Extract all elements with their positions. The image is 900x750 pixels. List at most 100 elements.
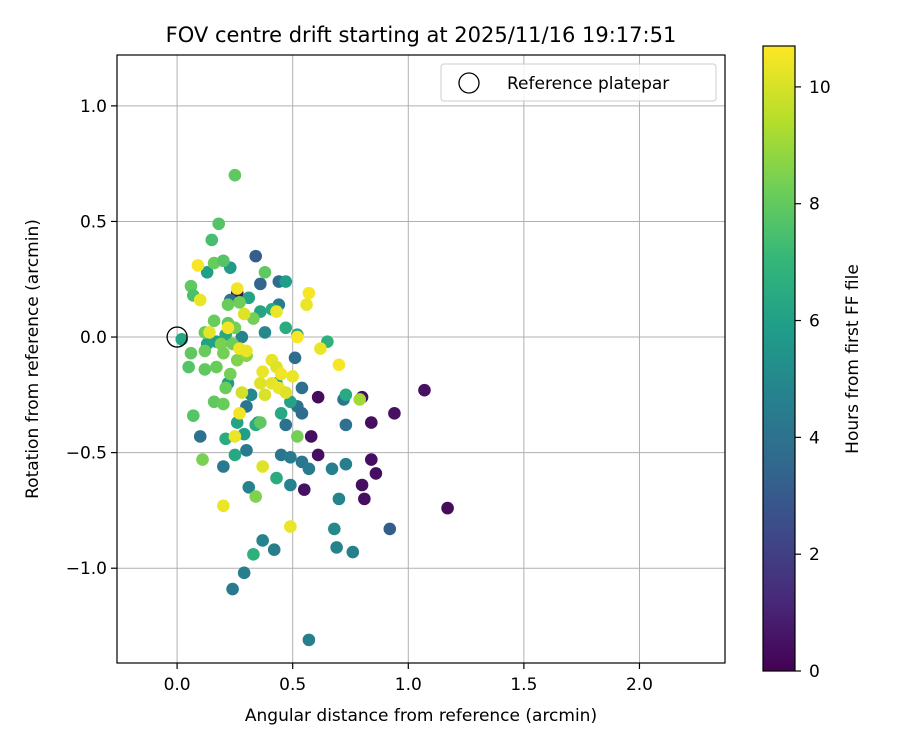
x-tick-label: 0.0 bbox=[164, 675, 191, 695]
data-point bbox=[270, 305, 283, 318]
data-point bbox=[228, 448, 242, 462]
data-point bbox=[332, 358, 346, 372]
data-point bbox=[314, 342, 327, 355]
data-point bbox=[233, 296, 246, 309]
y-axis-label: Rotation from reference (arcmin) bbox=[23, 219, 43, 499]
data-point bbox=[219, 381, 232, 395]
data-point bbox=[339, 418, 353, 432]
legend-marker-icon bbox=[458, 72, 480, 94]
data-point bbox=[258, 266, 272, 279]
data-point bbox=[175, 333, 189, 346]
data-point bbox=[295, 381, 309, 395]
data-point bbox=[441, 501, 454, 515]
data-point bbox=[302, 286, 316, 300]
plot-frame bbox=[116, 54, 726, 664]
y-axis-ticks: 1.0 0.5 0.0 −0.5 −1.0 bbox=[66, 97, 117, 579]
data-point bbox=[254, 277, 267, 291]
data-point bbox=[198, 344, 212, 358]
data-point bbox=[302, 633, 316, 647]
data-point bbox=[217, 499, 230, 513]
data-point bbox=[284, 450, 297, 464]
legend: Reference platepar bbox=[440, 63, 717, 102]
data-point bbox=[235, 330, 249, 344]
data-point bbox=[217, 346, 230, 360]
data-point bbox=[418, 383, 431, 397]
data-point bbox=[226, 582, 239, 596]
data-point bbox=[228, 168, 242, 182]
data-point bbox=[256, 365, 269, 379]
x-tick-label: 1.5 bbox=[510, 675, 537, 695]
colorbar-tick-label: 2 bbox=[809, 545, 820, 565]
x-tick-label: 2.0 bbox=[626, 675, 653, 695]
data-point bbox=[286, 370, 299, 383]
chart-title: FOV centre drift starting at 2025/11/16 … bbox=[166, 23, 677, 47]
data-point bbox=[200, 266, 214, 279]
legend-entry-reference: Reference platepar bbox=[507, 74, 669, 94]
colorbar-tick-label: 6 bbox=[809, 312, 820, 332]
y-tick-label: −1.0 bbox=[66, 559, 107, 579]
data-point bbox=[230, 282, 244, 295]
data-point bbox=[279, 275, 293, 288]
data-point bbox=[254, 376, 267, 390]
data-point bbox=[249, 490, 263, 503]
data-point bbox=[302, 462, 316, 476]
legend-box bbox=[440, 63, 717, 102]
y-tick-label: 0.5 bbox=[80, 212, 107, 232]
data-point bbox=[291, 430, 304, 443]
x-axis-label: Angular distance from reference (arcmin) bbox=[245, 706, 597, 726]
data-point bbox=[300, 298, 313, 311]
data-point bbox=[297, 483, 311, 496]
data-point bbox=[364, 416, 378, 429]
data-point bbox=[196, 453, 209, 466]
scatter-points bbox=[175, 168, 454, 647]
data-point bbox=[369, 467, 383, 480]
data-point bbox=[311, 390, 325, 404]
data-point bbox=[358, 492, 371, 506]
data-point bbox=[186, 409, 200, 422]
colorbar-gradient bbox=[763, 46, 795, 671]
data-point bbox=[295, 407, 309, 420]
data-point bbox=[193, 293, 207, 307]
data-point bbox=[288, 351, 302, 365]
data-point bbox=[291, 330, 304, 344]
colorbar-label: Hours from first FF file bbox=[843, 264, 863, 454]
data-point bbox=[328, 522, 341, 536]
colorbar-frame bbox=[762, 45, 796, 672]
data-point bbox=[325, 462, 339, 476]
data-point bbox=[217, 254, 230, 268]
data-point bbox=[346, 545, 360, 559]
data-point bbox=[267, 543, 281, 557]
data-point bbox=[247, 548, 260, 561]
data-point bbox=[237, 566, 251, 580]
data-point bbox=[383, 522, 397, 536]
data-point bbox=[221, 321, 235, 335]
data-point bbox=[205, 233, 219, 247]
data-point bbox=[228, 430, 242, 443]
x-tick-label: 1.0 bbox=[395, 675, 422, 695]
data-point bbox=[191, 259, 205, 272]
data-point bbox=[235, 386, 249, 399]
data-point bbox=[240, 344, 253, 358]
colorbar-tick-label: 4 bbox=[809, 428, 820, 448]
data-point bbox=[182, 360, 195, 374]
data-point bbox=[237, 307, 251, 321]
data-point bbox=[284, 478, 297, 492]
data-point bbox=[279, 418, 293, 432]
data-point bbox=[217, 397, 230, 411]
data-point bbox=[355, 478, 369, 492]
data-point bbox=[184, 346, 198, 360]
colorbar: 0 2 4 6 8 10 Hours from first FF file bbox=[762, 45, 863, 682]
y-tick-label: 1.0 bbox=[80, 97, 107, 117]
data-point bbox=[210, 360, 223, 374]
y-tick-label: −0.5 bbox=[66, 444, 107, 464]
data-point bbox=[256, 534, 269, 547]
x-tick-label: 0.5 bbox=[279, 675, 306, 695]
data-point bbox=[212, 217, 226, 231]
data-point bbox=[284, 520, 297, 533]
data-point bbox=[330, 541, 343, 554]
data-point bbox=[193, 430, 207, 443]
plot-area bbox=[117, 55, 725, 663]
data-point bbox=[339, 457, 353, 471]
data-point bbox=[240, 444, 253, 457]
